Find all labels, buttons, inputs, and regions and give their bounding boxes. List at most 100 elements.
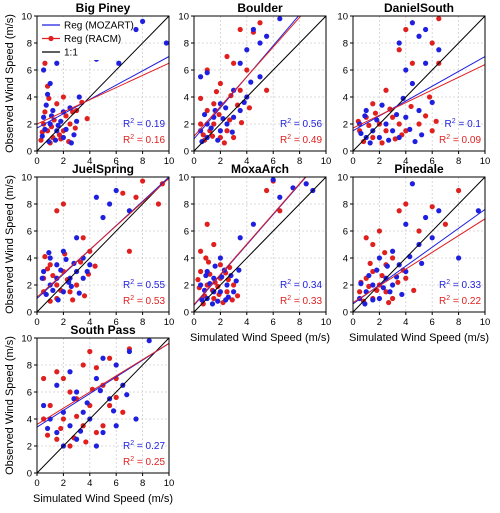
point-mozart: [50, 107, 56, 114]
point-mozart: [423, 60, 429, 66]
point-racm: [408, 103, 414, 110]
y-tick-label: 0: [343, 146, 348, 157]
point-racm: [83, 439, 89, 445]
panel-title: Pinedale: [394, 162, 444, 176]
x-tick-label: 4: [87, 478, 92, 489]
x-axis-title: Simulated Wind Speed (m/s): [190, 332, 330, 344]
point-mozart: [42, 126, 48, 132]
point-mozart: [93, 443, 99, 449]
panel-title: South Pass: [70, 323, 136, 337]
point-racm: [429, 40, 435, 46]
y-tick-label: 10: [178, 172, 189, 183]
regression-line-racm: [194, 16, 302, 137]
point-mozart: [407, 126, 413, 132]
y-tick-label: 8: [27, 199, 32, 210]
point-mozart: [58, 267, 64, 273]
point-racm: [376, 228, 382, 234]
point-mozart: [370, 282, 376, 288]
point-mozart: [228, 272, 234, 279]
point-mozart: [223, 105, 229, 111]
x-tick-label: 0: [350, 156, 355, 167]
x-tick-label: 6: [430, 317, 435, 328]
point-racm: [403, 26, 409, 33]
regression-line-racm: [37, 62, 169, 125]
point-mozart: [363, 107, 369, 114]
point-mozart: [407, 254, 413, 260]
point-mozart: [80, 275, 86, 281]
panel-pinedale: Pinedale 00 2 2 4 4 6 6 8 8 10 10 R2 = 0.33 R2 = 0.22…: [337, 162, 490, 344]
point-mozart: [217, 289, 223, 295]
y-tick-label: 4: [343, 92, 348, 103]
point-mozart: [237, 107, 243, 114]
point-racm: [246, 105, 253, 111]
x-tick-label: 4: [87, 317, 92, 328]
point-racm: [429, 128, 435, 134]
plot-area: [353, 16, 485, 151]
x-tick-label: 4: [87, 156, 92, 167]
x-tick-label: 2: [377, 317, 382, 328]
point-mozart: [68, 283, 74, 289]
r2-mozart: R2 = 0.1: [445, 118, 482, 130]
point-racm: [198, 95, 204, 101]
point-racm: [44, 432, 51, 438]
x-tick-label: 2: [218, 156, 223, 167]
r2-racm: R2 = 0.25: [123, 456, 165, 468]
point-racm: [382, 250, 388, 256]
point-mozart: [84, 268, 90, 275]
point-racm: [234, 102, 241, 108]
point-mozart: [217, 255, 223, 261]
point-mozart: [419, 132, 425, 138]
point-racm: [363, 235, 369, 241]
point-racm: [383, 289, 389, 295]
point-mozart: [376, 295, 382, 302]
point-mozart: [46, 138, 52, 145]
point-racm: [198, 248, 204, 254]
x-tick-label: 10: [321, 317, 332, 328]
point-racm: [257, 20, 263, 26]
x-tick-label: 8: [456, 317, 461, 328]
point-racm: [411, 287, 417, 293]
y-tick-label: 2: [343, 119, 348, 130]
r2-racm: R2 = 0.16: [123, 134, 165, 146]
plot-area: [37, 338, 169, 473]
point-racm: [72, 125, 78, 131]
point-mozart: [47, 80, 53, 87]
point-racm: [370, 241, 376, 248]
point-mozart: [80, 409, 86, 415]
point-racm: [107, 355, 113, 361]
point-racm: [107, 402, 113, 409]
panel-frame: [193, 15, 327, 152]
point-mozart: [41, 402, 47, 409]
panel-south-pass: South Pass 00 2 2 4 4 6 6 8 8 10 10 R2 = 0.27 R2 = 0.…: [4, 323, 174, 505]
point-racm: [396, 208, 402, 214]
point-racm: [67, 389, 73, 395]
x-tick-label: 10: [480, 317, 491, 328]
point-mozart: [87, 262, 93, 268]
x-tick-label: 2: [377, 156, 382, 167]
point-racm: [198, 121, 204, 127]
point-racm: [403, 275, 409, 281]
point-racm: [217, 262, 223, 268]
point-racm: [80, 235, 86, 241]
point-racm: [47, 298, 53, 304]
x-tick-label: 10: [164, 317, 175, 328]
point-mozart: [116, 60, 122, 66]
y-tick-label: 8: [343, 199, 348, 210]
point-racm: [456, 187, 462, 194]
x-tick-label: 4: [403, 317, 408, 328]
y-tick-label: 8: [184, 199, 189, 210]
point-racm: [195, 277, 201, 283]
point-racm: [67, 443, 73, 449]
point-racm: [56, 132, 63, 138]
r2-mozart: R2 = 0.56: [280, 118, 322, 130]
point-mozart: [423, 214, 429, 221]
panel-frame: [352, 15, 486, 152]
point-mozart: [215, 137, 221, 143]
x-tick-label: 0: [191, 156, 196, 167]
point-mozart: [250, 221, 256, 227]
r2-racm: R2 = 0.09: [439, 134, 481, 146]
point-mozart: [140, 18, 146, 24]
point-racm: [390, 295, 396, 302]
point-mozart: [198, 74, 204, 80]
